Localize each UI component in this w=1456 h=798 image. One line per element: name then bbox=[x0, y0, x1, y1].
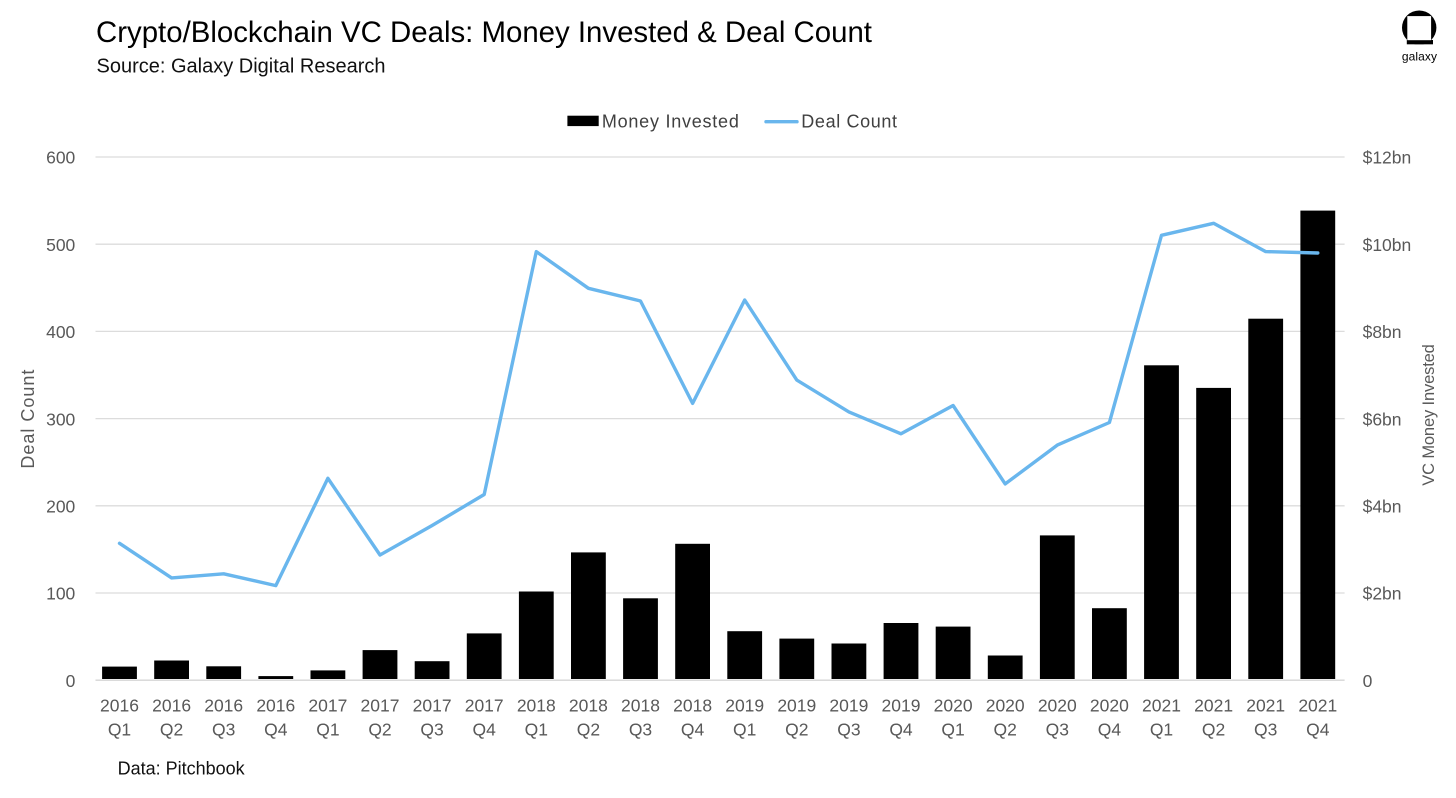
svg-text:$4bn: $4bn bbox=[1363, 497, 1402, 517]
svg-text:2019: 2019 bbox=[725, 696, 764, 716]
svg-text:2019: 2019 bbox=[882, 696, 921, 716]
svg-text:Money Invested: Money Invested bbox=[602, 112, 740, 132]
svg-text:Deal Count: Deal Count bbox=[801, 112, 897, 132]
svg-text:VC Money Invested: VC Money Invested bbox=[1420, 344, 1438, 485]
svg-text:2019: 2019 bbox=[777, 696, 816, 716]
svg-text:Q4: Q4 bbox=[264, 720, 288, 740]
svg-text:Q2: Q2 bbox=[1202, 720, 1225, 740]
svg-text:Q1: Q1 bbox=[108, 720, 131, 740]
svg-text:Data: Pitchbook: Data: Pitchbook bbox=[118, 759, 246, 779]
svg-text:2018: 2018 bbox=[673, 696, 712, 716]
svg-text:Q3: Q3 bbox=[1046, 720, 1069, 740]
svg-text:Q1: Q1 bbox=[316, 720, 339, 740]
svg-text:Q2: Q2 bbox=[160, 720, 183, 740]
svg-text:200: 200 bbox=[46, 497, 75, 517]
svg-text:galaxy: galaxy bbox=[1402, 50, 1437, 64]
svg-text:300: 300 bbox=[46, 409, 75, 429]
svg-text:Source: Galaxy Digital Researc: Source: Galaxy Digital Research bbox=[97, 55, 386, 77]
svg-text:Q1: Q1 bbox=[525, 720, 548, 740]
svg-text:0: 0 bbox=[1363, 671, 1373, 691]
svg-text:Q2: Q2 bbox=[994, 720, 1017, 740]
svg-text:$8bn: $8bn bbox=[1363, 322, 1402, 342]
svg-text:2016: 2016 bbox=[256, 696, 295, 716]
svg-text:2020: 2020 bbox=[934, 696, 973, 716]
svg-text:Q4: Q4 bbox=[473, 720, 497, 740]
svg-text:2021: 2021 bbox=[1246, 696, 1285, 716]
svg-text:Deal Count: Deal Count bbox=[18, 369, 38, 469]
svg-text:100: 100 bbox=[46, 584, 75, 604]
svg-text:400: 400 bbox=[46, 322, 75, 342]
svg-text:500: 500 bbox=[46, 235, 75, 255]
svg-text:2017: 2017 bbox=[361, 696, 400, 716]
svg-text:2018: 2018 bbox=[517, 696, 556, 716]
svg-text:Q3: Q3 bbox=[837, 720, 860, 740]
svg-text:2018: 2018 bbox=[621, 696, 660, 716]
svg-text:Q1: Q1 bbox=[1150, 720, 1173, 740]
svg-text:2019: 2019 bbox=[829, 696, 868, 716]
svg-text:2016: 2016 bbox=[152, 696, 191, 716]
svg-text:Q4: Q4 bbox=[1306, 720, 1330, 740]
svg-text:Q3: Q3 bbox=[629, 720, 652, 740]
svg-text:2017: 2017 bbox=[465, 696, 504, 716]
svg-text:Q1: Q1 bbox=[941, 720, 964, 740]
svg-text:0: 0 bbox=[66, 671, 76, 691]
svg-text:$10bn: $10bn bbox=[1363, 235, 1412, 255]
svg-text:2021: 2021 bbox=[1298, 696, 1337, 716]
svg-text:600: 600 bbox=[46, 148, 75, 168]
svg-text:2020: 2020 bbox=[986, 696, 1025, 716]
svg-text:$12bn: $12bn bbox=[1363, 148, 1412, 168]
svg-text:$2bn: $2bn bbox=[1363, 584, 1402, 604]
svg-text:2016: 2016 bbox=[100, 696, 139, 716]
svg-text:Q3: Q3 bbox=[1254, 720, 1277, 740]
svg-text:2017: 2017 bbox=[308, 696, 347, 716]
svg-text:Q4: Q4 bbox=[681, 720, 705, 740]
svg-text:2018: 2018 bbox=[569, 696, 608, 716]
svg-text:Q2: Q2 bbox=[577, 720, 600, 740]
svg-text:2017: 2017 bbox=[413, 696, 452, 716]
svg-text:2021: 2021 bbox=[1194, 696, 1233, 716]
svg-text:Crypto/Blockchain VC Deals: Mo: Crypto/Blockchain VC Deals: Money Invest… bbox=[96, 16, 872, 49]
svg-text:2016: 2016 bbox=[204, 696, 243, 716]
svg-text:Q2: Q2 bbox=[785, 720, 808, 740]
svg-text:Q4: Q4 bbox=[889, 720, 913, 740]
svg-text:2020: 2020 bbox=[1038, 696, 1077, 716]
svg-text:Q1: Q1 bbox=[733, 720, 756, 740]
svg-text:$6bn: $6bn bbox=[1363, 409, 1402, 429]
svg-text:Q3: Q3 bbox=[420, 720, 443, 740]
svg-text:2020: 2020 bbox=[1090, 696, 1129, 716]
svg-text:Q2: Q2 bbox=[368, 720, 391, 740]
svg-text:Q4: Q4 bbox=[1098, 720, 1122, 740]
svg-text:Q3: Q3 bbox=[212, 720, 235, 740]
svg-text:2021: 2021 bbox=[1142, 696, 1181, 716]
